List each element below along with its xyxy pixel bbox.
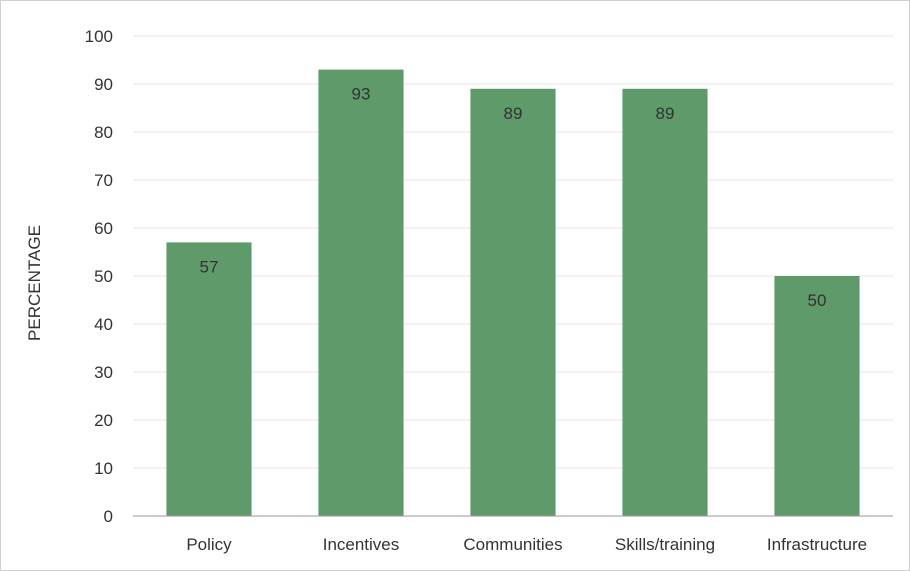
y-tick-label: 80 [94,123,113,142]
gridlines [133,35,893,469]
data-label: 50 [808,291,827,310]
y-tick-label: 10 [94,459,113,478]
y-axis-title: PERCENTAGE [25,225,44,341]
data-label: 89 [504,104,523,123]
x-tick-label: Communities [463,535,562,554]
y-axis-ticks: 0 10 20 30 40 50 60 70 80 90 100 [85,27,113,526]
x-axis-ticks: Policy Incentives Communities Skills/traini… [186,535,867,554]
data-label: 89 [656,104,675,123]
bar [318,69,404,516]
bars [166,69,860,517]
x-tick-label: Infrastructure [767,535,867,554]
bar [166,242,252,516]
y-tick-label: 30 [94,363,113,382]
y-tick-label: 50 [94,267,113,286]
y-tick-label: 100 [85,27,113,46]
bar [470,88,556,517]
data-label: 93 [352,85,371,104]
x-tick-label: Skills/training [615,535,715,554]
x-tick-label: Incentives [323,535,400,554]
y-tick-label: 0 [104,507,113,526]
x-tick-label: Policy [186,535,232,554]
y-tick-label: 90 [94,75,113,94]
y-tick-label: 20 [94,411,113,430]
bar [622,88,708,517]
y-tick-label: 40 [94,315,113,334]
data-label: 57 [200,257,219,276]
data-labels: 57 93 89 89 50 [200,85,827,310]
bar [774,276,860,516]
y-tick-label: 60 [94,219,113,238]
y-tick-label: 70 [94,171,113,190]
